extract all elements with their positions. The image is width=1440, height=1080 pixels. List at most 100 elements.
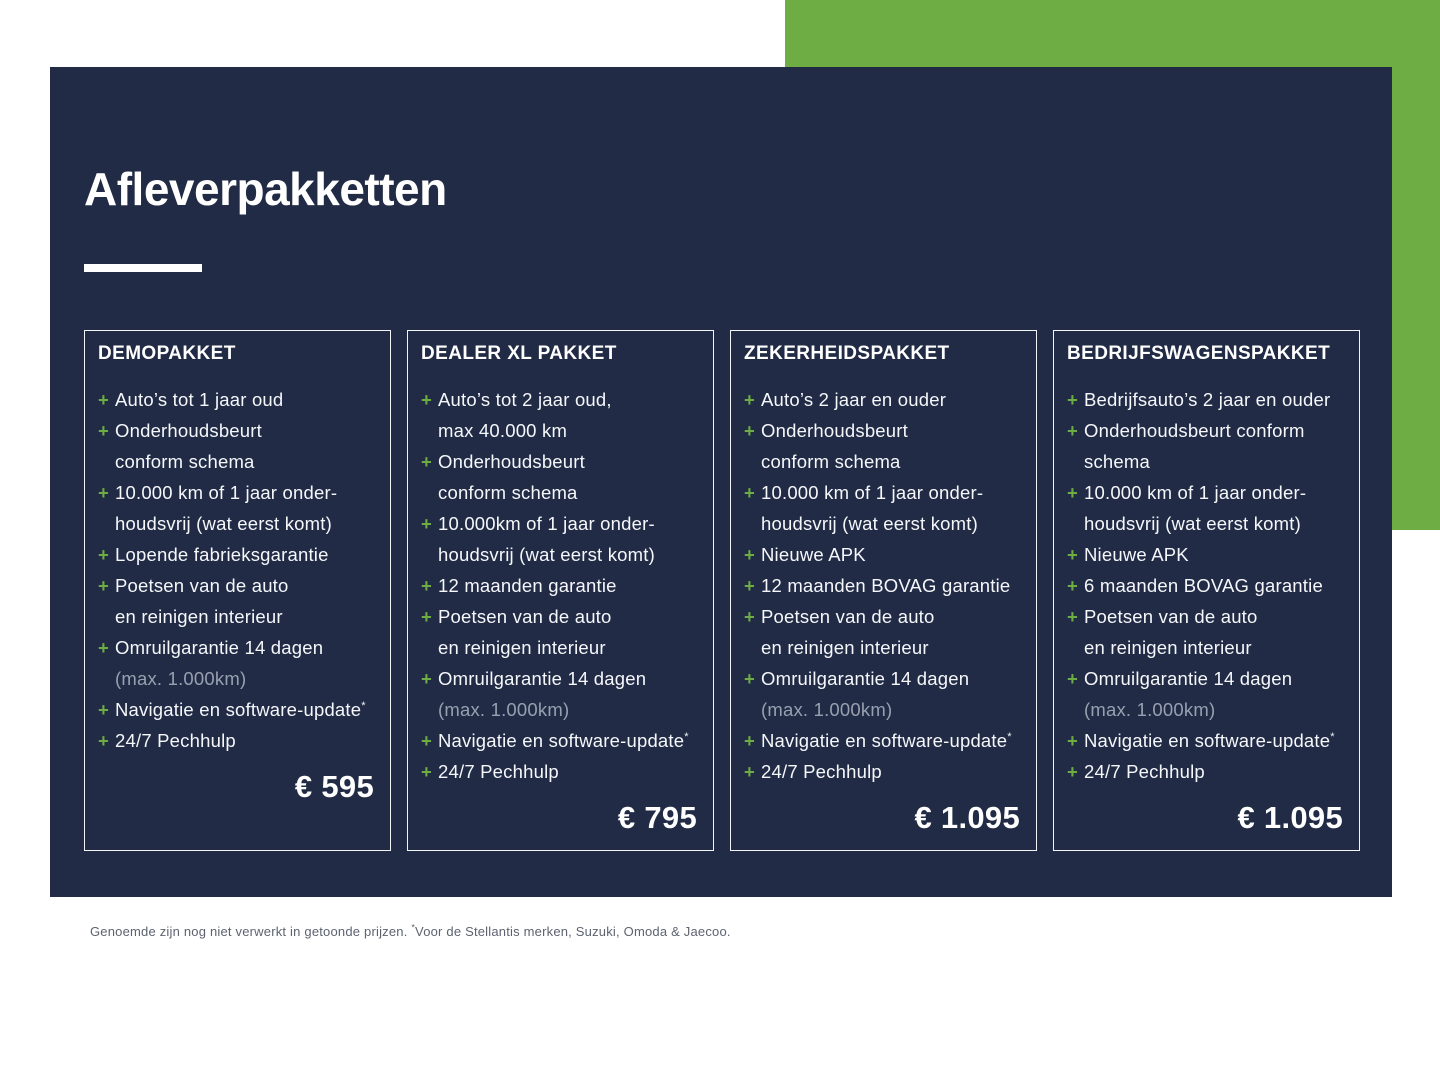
feature-line: +10.000 km of 1 jaar onder- bbox=[744, 477, 1022, 508]
navy-panel: Afleverpakketten DEMOPAKKET + Auto’s tot 1… bbox=[50, 67, 1392, 897]
feature-text: Nieuwe APK bbox=[761, 544, 866, 565]
package-card: ZEKERHEIDSPAKKET + Auto’s 2 jaar en ouder +… bbox=[730, 330, 1037, 851]
plus-bullet: + bbox=[98, 389, 110, 410]
feature-text: Nieuwe APK bbox=[1084, 544, 1189, 565]
plus-bullet: + bbox=[98, 637, 110, 658]
feature-line: + Lopende fabrieksgarantie bbox=[98, 539, 376, 570]
feature-line: + Omruilgarantie 14 dagen bbox=[98, 632, 376, 663]
feature-line: +24/7 Pechhulp bbox=[98, 725, 376, 756]
package-title: ZEKERHEIDSPAKKET bbox=[744, 343, 950, 364]
feature-text: schema bbox=[1084, 451, 1150, 472]
feature-line: en reinigen interieur bbox=[1067, 632, 1345, 663]
feature-line: + Bedrijfsauto’s 2 jaar en ouder bbox=[1067, 384, 1345, 415]
feature-list: + Bedrijfsauto’s 2 jaar en ouder + Onderhou… bbox=[1067, 384, 1345, 787]
footnote-note: Voor de Stellantis merken, Suzuki, Omoda… bbox=[415, 924, 731, 939]
feature-text: Onderhoudsbeurt bbox=[438, 451, 585, 472]
package-card: BEDRIJFSWAGENSPAKKET + Bedrijfsauto’s 2 ja… bbox=[1053, 330, 1360, 851]
feature-text: Omruilgarantie 14 dagen bbox=[438, 668, 647, 689]
feature-text: 24/7 Pechhulp bbox=[761, 761, 882, 782]
plus-bullet: + bbox=[744, 544, 756, 565]
feature-text: houdsvrij (wat eerst komt) bbox=[115, 513, 332, 534]
asterisk-superscript: * bbox=[684, 730, 689, 743]
feature-text: Auto’s tot 2 jaar oud, bbox=[438, 389, 612, 410]
feature-line: +10.000km of 1 jaar onder- bbox=[421, 508, 699, 539]
plus-bullet: + bbox=[1067, 761, 1079, 782]
feature-line: conform schema bbox=[98, 446, 376, 477]
package-card: DEMOPAKKET + Auto’s tot 1 jaar oud + Onderho… bbox=[84, 330, 391, 851]
feature-text: houdsvrij (wat eerst komt) bbox=[1084, 513, 1301, 534]
plus-bullet: + bbox=[1067, 606, 1079, 627]
feature-text: Omruilgarantie 14 dagen bbox=[761, 668, 970, 689]
feature-text: 10.000 km of 1 jaar onder- bbox=[761, 482, 984, 503]
plus-bullet: + bbox=[744, 730, 756, 751]
feature-text: 10.000 km of 1 jaar onder- bbox=[1084, 482, 1307, 503]
feature-line: + Navigatie en software-update* bbox=[1067, 725, 1345, 756]
feature-text: Omruilgarantie 14 dagen bbox=[115, 637, 324, 658]
feature-text: 10.000 km of 1 jaar onder- bbox=[115, 482, 338, 503]
feature-line: en reinigen interieur bbox=[421, 632, 699, 663]
plus-bullet: + bbox=[1067, 389, 1079, 410]
package-price: € 595 bbox=[294, 769, 374, 804]
feature-text: Onderhoudsbeurt bbox=[115, 420, 262, 441]
feature-text: houdsvrij (wat eerst komt) bbox=[761, 513, 978, 534]
footnote-asterisk: * bbox=[411, 922, 416, 933]
package-title: DEMOPAKKET bbox=[98, 343, 236, 364]
feature-text: en reinigen interieur bbox=[1084, 637, 1252, 658]
plus-bullet: + bbox=[421, 761, 433, 782]
feature-line: + Poetsen van de auto bbox=[1067, 601, 1345, 632]
feature-line: max 40.000 km bbox=[421, 415, 699, 446]
plus-bullet: + bbox=[98, 544, 110, 565]
plus-bullet: + bbox=[1067, 730, 1079, 751]
footnote: Genoemde zijn nog niet verwerkt in getoo… bbox=[90, 922, 731, 939]
feature-line: +24/7 Pechhulp bbox=[421, 756, 699, 787]
plus-bullet: + bbox=[744, 389, 756, 410]
feature-text: Poetsen van de auto bbox=[115, 575, 289, 596]
feature-line: + Nieuwe APK bbox=[1067, 539, 1345, 570]
plus-bullet: + bbox=[744, 606, 756, 627]
feature-text: en reinigen interieur bbox=[438, 637, 606, 658]
feature-line: schema bbox=[1067, 446, 1345, 477]
feature-line: + Poetsen van de auto bbox=[421, 601, 699, 632]
feature-line: +10.000 km of 1 jaar onder- bbox=[1067, 477, 1345, 508]
feature-line: houdsvrij (wat eerst komt) bbox=[421, 539, 699, 570]
plus-bullet: + bbox=[1067, 544, 1079, 565]
feature-line: +12 maanden BOVAG garantie bbox=[744, 570, 1022, 601]
feature-text: Navigatie en software-update* bbox=[1084, 730, 1335, 751]
plus-bullet: + bbox=[98, 699, 110, 720]
feature-line: + Onderhoudsbeurt bbox=[421, 446, 699, 477]
feature-text: en reinigen interieur bbox=[115, 606, 283, 627]
feature-line: + Omruilgarantie 14 dagen bbox=[421, 663, 699, 694]
plus-bullet: + bbox=[421, 575, 433, 596]
feature-text: Poetsen van de auto bbox=[438, 606, 612, 627]
plus-bullet: + bbox=[1067, 668, 1079, 689]
plus-bullet: + bbox=[744, 761, 756, 782]
asterisk-superscript: * bbox=[1007, 730, 1012, 743]
feature-text: 24/7 Pechhulp bbox=[438, 761, 559, 782]
page-title: Afleverpakketten bbox=[84, 163, 447, 215]
feature-line: +24/7 Pechhulp bbox=[1067, 756, 1345, 787]
feature-line: + Poetsen van de auto bbox=[744, 601, 1022, 632]
feature-text: (max. 1.000km) bbox=[761, 699, 893, 720]
feature-text: Poetsen van de auto bbox=[1084, 606, 1258, 627]
feature-line: + Navigatie en software-update* bbox=[98, 694, 376, 725]
feature-line: houdsvrij (wat eerst komt) bbox=[1067, 508, 1345, 539]
package-title: DEALER XL PAKKET bbox=[421, 343, 617, 364]
feature-text: 24/7 Pechhulp bbox=[1084, 761, 1205, 782]
feature-line: + Omruilgarantie 14 dagen bbox=[744, 663, 1022, 694]
feature-line: + Navigatie en software-update* bbox=[744, 725, 1022, 756]
feature-text: en reinigen interieur bbox=[761, 637, 929, 658]
feature-text: Navigatie en software-update* bbox=[115, 699, 366, 720]
feature-text: conform schema bbox=[438, 482, 578, 503]
feature-text: 24/7 Pechhulp bbox=[115, 730, 236, 751]
feature-text: (max. 1.000km) bbox=[115, 668, 247, 689]
feature-line: + Onderhoudsbeurt bbox=[98, 415, 376, 446]
plus-bullet: + bbox=[1067, 482, 1079, 503]
feature-line: conform schema bbox=[421, 477, 699, 508]
feature-line: +10.000 km of 1 jaar onder- bbox=[98, 477, 376, 508]
feature-line: houdsvrij (wat eerst komt) bbox=[744, 508, 1022, 539]
feature-line: + Poetsen van de auto bbox=[98, 570, 376, 601]
package-price: € 795 bbox=[617, 800, 697, 835]
feature-line: + Auto’s tot 1 jaar oud bbox=[98, 384, 376, 415]
feature-text: conform schema bbox=[761, 451, 901, 472]
feature-line: + Nieuwe APK bbox=[744, 539, 1022, 570]
